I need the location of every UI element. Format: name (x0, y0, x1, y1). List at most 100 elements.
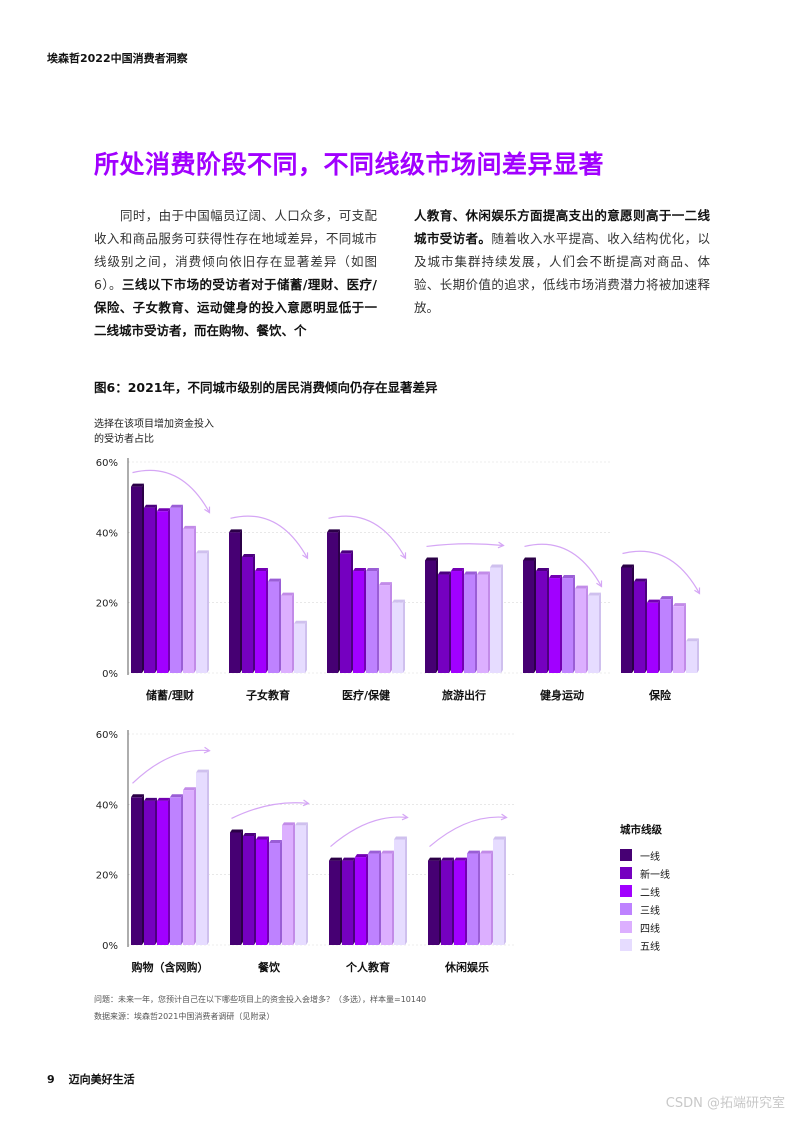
bar-top (268, 578, 281, 582)
bar-top (490, 564, 503, 568)
trend-arrow (426, 543, 504, 548)
bar-side (253, 553, 255, 673)
bar-top (467, 850, 480, 854)
bar-top (255, 568, 268, 572)
trend-arrow (524, 543, 603, 587)
legend-swatch (620, 903, 632, 915)
bar-side (168, 797, 170, 945)
y-axis-label: 选择在该项目增加资金投入 的受访者占比 (94, 417, 214, 447)
bar-top (196, 769, 209, 773)
legend-label: 五线 (640, 941, 660, 953)
page-number: 9 (47, 1073, 55, 1086)
bar-side (353, 857, 355, 945)
bar-side (207, 550, 209, 673)
bar (366, 571, 377, 673)
y-axis-label-line1: 选择在该项目增加资金投入 (94, 419, 214, 430)
section-title: 所处消费阶段不同，不同线级市场间差异显著 (94, 150, 605, 179)
trend-arrowhead (203, 746, 211, 754)
bar-top (381, 850, 394, 854)
bar-top (392, 599, 405, 603)
bar-top (379, 582, 392, 586)
bar-top (170, 504, 183, 508)
bar (588, 595, 599, 673)
bar-side (697, 638, 699, 673)
bar-top (131, 794, 144, 798)
bar-side (547, 568, 549, 673)
y-tick-label: 60% (96, 458, 118, 469)
bar (451, 571, 462, 673)
report-header: 埃森哲2022中国消费者洞察 (47, 52, 188, 65)
bar-top (196, 550, 209, 554)
bar (575, 588, 586, 673)
bar (282, 825, 293, 945)
bar-side (645, 578, 647, 673)
bar (523, 560, 534, 673)
bar (329, 860, 340, 945)
category-label: 保险 (648, 688, 672, 702)
bar-top (588, 592, 601, 596)
body-right-bold: 人教育、休闲娱乐方面提高支出的意愿则高于一二线城市受访者。 (414, 208, 710, 246)
bar (480, 853, 491, 945)
bar (327, 532, 338, 673)
bar (131, 797, 142, 945)
bar-top (425, 557, 438, 561)
bar-side (267, 836, 269, 945)
bar-side (279, 578, 281, 673)
y-tick-label: 40% (96, 528, 118, 539)
bar (131, 486, 142, 673)
bar-side (379, 850, 381, 945)
bar-side (449, 571, 451, 673)
category-label: 休闲娱乐 (444, 960, 489, 974)
bar-side (241, 829, 243, 945)
figure-notes: 问题：未来一年，您预计自己在以下哪些项目上的资金投入会增多？（多选），样本量=1… (94, 991, 426, 1025)
legend-label: 四线 (640, 923, 660, 935)
trend-arrowhead (302, 552, 309, 560)
legend-swatch (620, 939, 632, 951)
y-tick-label: 20% (96, 599, 118, 610)
legend-label: 新一线 (640, 869, 670, 881)
bar-top (523, 557, 536, 561)
bar (490, 567, 501, 673)
bar (294, 623, 305, 673)
legend-label: 二线 (640, 887, 660, 899)
bar-top (183, 787, 196, 791)
body-right-column: 人教育、休闲娱乐方面提高支出的意愿则高于一二线城市受访者。随着收入水平提高、收入… (414, 204, 710, 319)
bar (196, 553, 207, 673)
bar-side (436, 557, 438, 673)
legend-title: 城市线级 (620, 824, 662, 836)
bar-top (242, 553, 255, 557)
trend-arrowhead (596, 580, 603, 588)
bar-side (266, 568, 268, 673)
bar-side (534, 557, 536, 673)
bar (295, 825, 306, 945)
legend-swatch (620, 921, 632, 933)
bar-top (144, 504, 157, 508)
bar-top (157, 797, 170, 801)
bar (621, 567, 632, 673)
bar-top (355, 854, 368, 858)
bar (381, 853, 392, 945)
legend-swatch (620, 849, 632, 861)
bar (428, 860, 439, 945)
trend-arrow (132, 749, 210, 784)
bar (157, 800, 168, 945)
bar-top (464, 571, 477, 575)
bar-top (686, 638, 699, 642)
bar (183, 790, 194, 945)
bar-side (501, 564, 503, 673)
trend-arrow (328, 515, 407, 559)
legend-swatch (620, 885, 632, 897)
category-label: 医疗/保健 (342, 688, 391, 702)
bar (673, 606, 684, 673)
bar-side (405, 836, 407, 945)
watermark: CSDN @拓端研究室 (665, 1096, 785, 1111)
category-label: 储蓄/理财 (146, 688, 194, 702)
bar (355, 857, 366, 945)
bar (243, 835, 254, 945)
bar (634, 581, 645, 673)
figure-title: 图6：2021年，不同城市级别的居民消费倾向仍存在显著差异 (94, 380, 438, 395)
bar (394, 839, 405, 945)
bar-top (660, 596, 673, 600)
bar (549, 578, 560, 673)
